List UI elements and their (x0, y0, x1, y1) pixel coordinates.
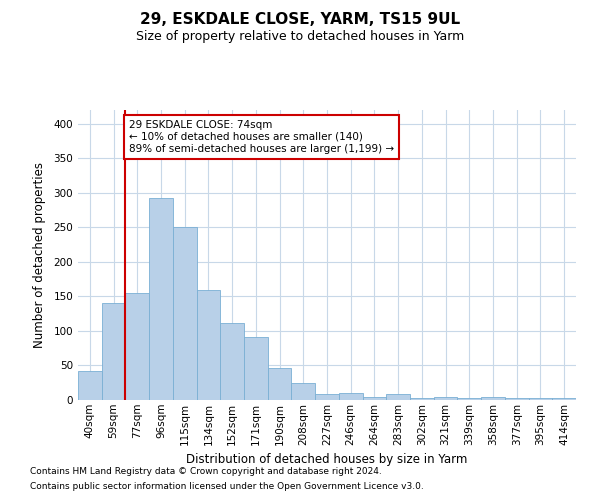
Bar (125, 293, 149, 400)
Bar (552, 398, 576, 400)
Bar (292, 384, 315, 400)
Text: Contains public sector information licensed under the Open Government Licence v3: Contains public sector information licen… (30, 482, 424, 491)
Text: 29, ESKDALE CLOSE, YARM, TS15 9UL: 29, ESKDALE CLOSE, YARM, TS15 9UL (140, 12, 460, 28)
Text: 29 ESKDALE CLOSE: 74sqm
← 10% of detached houses are smaller (140)
89% of semi-d: 29 ESKDALE CLOSE: 74sqm ← 10% of detache… (129, 120, 394, 154)
Bar (268, 368, 292, 400)
Bar (315, 394, 339, 400)
Bar (149, 198, 173, 400)
Bar (102, 304, 125, 400)
Bar (481, 397, 505, 400)
Bar (505, 398, 529, 400)
Bar (220, 322, 244, 400)
Bar (197, 290, 220, 400)
Bar (244, 337, 268, 400)
Y-axis label: Number of detached properties: Number of detached properties (34, 162, 46, 348)
X-axis label: Distribution of detached houses by size in Yarm: Distribution of detached houses by size … (187, 453, 467, 466)
Text: Contains HM Land Registry data © Crown copyright and database right 2024.: Contains HM Land Registry data © Crown c… (30, 467, 382, 476)
Bar (410, 398, 434, 400)
Text: Size of property relative to detached houses in Yarm: Size of property relative to detached ho… (136, 30, 464, 43)
Bar (529, 398, 552, 400)
Bar (386, 394, 410, 400)
Bar (362, 397, 386, 400)
Bar (339, 393, 362, 400)
Bar (173, 226, 197, 400)
Bar (434, 397, 457, 400)
Bar (457, 398, 481, 400)
Bar (78, 371, 102, 400)
